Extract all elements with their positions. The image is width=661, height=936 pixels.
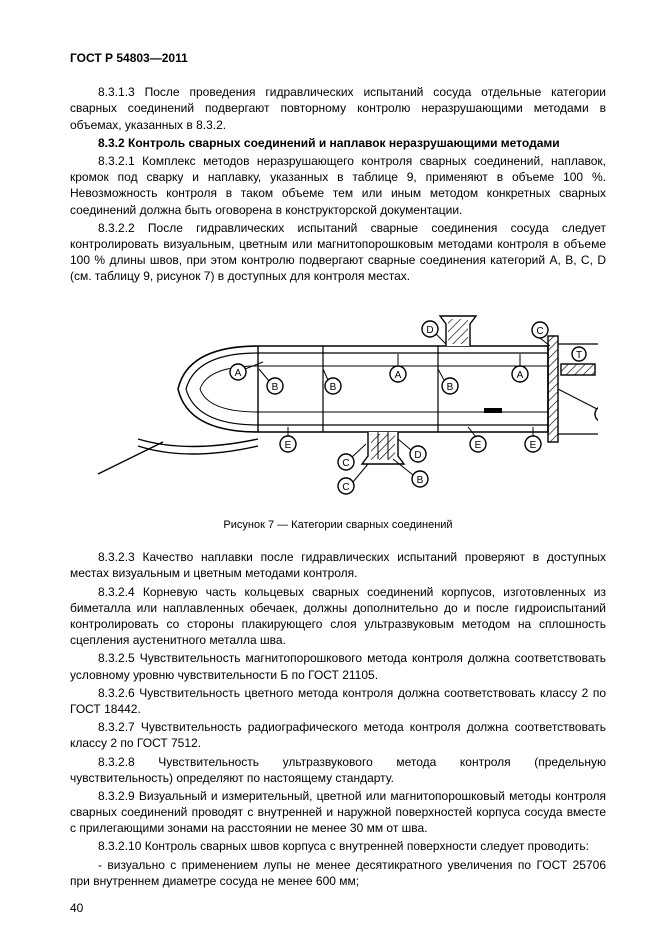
para-8-3-2-6: 8.3.2.6 Чувствительность цветного метода… bbox=[70, 685, 606, 717]
para-8-3-2-10-a: - визуально с применением лупы не менее … bbox=[70, 857, 606, 889]
para-8-3-1-3: 8.3.1.3 После проведения гидравлических … bbox=[70, 84, 606, 133]
svg-text:A: A bbox=[235, 368, 242, 379]
para-8-3-2-5: 8.3.2.5 Чувствительность магнитопорошков… bbox=[70, 650, 606, 682]
figure-caption: Рисунок 7 — Категории сварных соединений bbox=[70, 518, 606, 533]
svg-text:A: A bbox=[395, 370, 402, 381]
para-8-3-2-1: 8.3.2.1 Комплекс методов неразрушающего … bbox=[70, 153, 606, 218]
svg-text:B: B bbox=[447, 382, 454, 393]
svg-text:E: E bbox=[475, 440, 482, 451]
svg-text:B: B bbox=[417, 475, 424, 486]
para-8-3-2-4: 8.3.2.4 Корневую часть кольцевых сварных… bbox=[70, 584, 606, 649]
page-number: 40 bbox=[70, 900, 83, 916]
svg-text:A: A bbox=[517, 370, 524, 381]
figure-7: T C D C C D B E E E E A A A bbox=[70, 294, 606, 504]
document-header: ГОСТ Р 54803—2011 bbox=[70, 50, 606, 66]
svg-text:T: T bbox=[576, 350, 582, 361]
svg-text:C: C bbox=[536, 326, 543, 337]
para-8-3-2-10: 8.3.2.10 Контроль сварных швов корпуса с… bbox=[70, 838, 606, 854]
svg-text:B: B bbox=[330, 382, 337, 393]
para-8-3-2-3: 8.3.2.3 Качество наплавки после гидравли… bbox=[70, 549, 606, 581]
svg-text:C: C bbox=[342, 482, 349, 493]
svg-text:D: D bbox=[414, 450, 421, 461]
vessel-diagram: T C D C C D B E E E E A A A bbox=[78, 294, 598, 504]
para-8-3-2-2: 8.3.2.2 После гидравлических испытаний с… bbox=[70, 220, 606, 285]
svg-text:E: E bbox=[530, 440, 537, 451]
svg-text:E: E bbox=[285, 440, 292, 451]
svg-text:C: C bbox=[342, 458, 349, 469]
heading-8-3-2: 8.3.2 Контроль сварных соединений и напл… bbox=[70, 135, 606, 151]
para-8-3-2-9: 8.3.2.9 Визуальный и измерительный, цвет… bbox=[70, 788, 606, 837]
svg-text:B: B bbox=[272, 382, 279, 393]
para-8-3-2-7: 8.3.2.7 Чувствительность радиографическо… bbox=[70, 719, 606, 751]
svg-text:D: D bbox=[426, 325, 433, 336]
para-8-3-2-8: 8.3.2.8 Чувствительность ультразвукового… bbox=[70, 754, 606, 786]
